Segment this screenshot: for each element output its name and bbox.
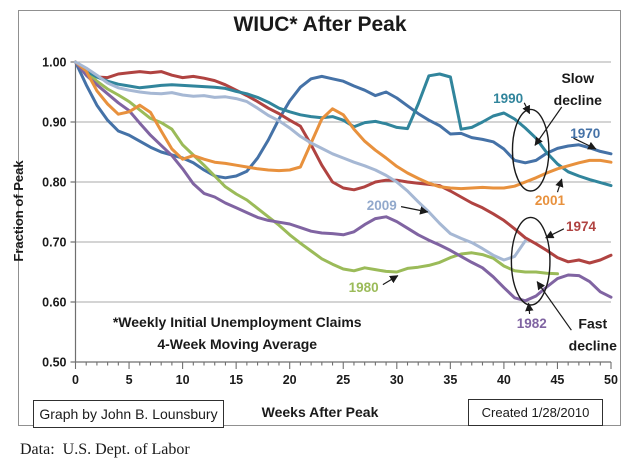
annotation-line: 1970 xyxy=(570,126,600,141)
x-tick-label: 35 xyxy=(443,373,457,387)
x-tick-label: 30 xyxy=(390,373,404,387)
annotation-line: 1982 xyxy=(517,316,547,331)
annotation-line: Slow xyxy=(561,70,594,86)
chart-frame xyxy=(18,10,621,426)
x-tick-label: 40 xyxy=(497,373,511,387)
x-tick-label: 0 xyxy=(72,373,79,387)
annotation-line: 1974 xyxy=(566,219,597,234)
annotation-label-1990: 1990 xyxy=(493,91,523,106)
series-line-1970 xyxy=(74,60,613,180)
annotation-arrow-label-2009 xyxy=(400,206,429,215)
annotation-arrow-label-1970 xyxy=(573,137,597,150)
annotation-label-slow-decline: Slow decline xyxy=(554,70,602,108)
annotation-arrow-label-1974 xyxy=(545,228,565,239)
x-tick-label: 50 xyxy=(604,373,618,387)
annotation-label-2001: 2001 xyxy=(535,193,566,208)
x-tick-label: 5 xyxy=(126,373,133,387)
x-tick-label: 20 xyxy=(283,373,297,387)
x-tick-label: 10 xyxy=(176,373,190,387)
series-line-2009 xyxy=(74,60,527,262)
annotation-line: decline xyxy=(569,337,617,353)
annotation-arrow-label-1982 xyxy=(525,302,534,315)
annotation-label-2009: 2009 xyxy=(367,198,397,213)
y-tick-label: 0.60 xyxy=(42,296,66,310)
annotation-line: 1980 xyxy=(349,280,379,295)
annotation-line: 2009 xyxy=(367,198,397,213)
annotation-line: Fast xyxy=(578,315,607,331)
annotation-label-1970: 1970 xyxy=(570,126,600,141)
annotation-line: 4-Week Moving Average xyxy=(157,336,317,352)
annotation-line: *Weekly Initial Unemployment Claims xyxy=(113,314,362,330)
annotation-line: decline xyxy=(554,92,602,108)
series-line-1990 xyxy=(74,60,613,188)
series-line-1974 xyxy=(74,60,613,265)
x-tick-label: 25 xyxy=(336,373,350,387)
x-axis-title: Weeks After Peak xyxy=(261,404,379,420)
annotation-footnote: *Weekly Initial Unemployment Claims 4-Wee… xyxy=(113,314,362,352)
graph-credit-box: Graph by John B. Lounsbury xyxy=(33,400,224,428)
x-tick-label: 15 xyxy=(229,373,243,387)
annotation-arrow-label-fast-decline xyxy=(536,281,572,331)
annotation-label-1980: 1980 xyxy=(349,280,379,295)
annotation-arrow-label-2001 xyxy=(555,178,564,193)
annotation-label-1974: 1974 xyxy=(566,219,597,234)
y-tick-label: 1.00 xyxy=(42,56,66,70)
created-date-box: Created 1/28/2010 xyxy=(468,399,603,426)
annotation-label-fast-decline: Fast decline xyxy=(569,315,617,353)
annotation-arrow-label-slow-decline xyxy=(534,106,563,146)
annotation-arrow-label-1990 xyxy=(522,102,531,115)
slow-decline-ellipse xyxy=(511,108,550,192)
annotation-line: 2001 xyxy=(535,193,566,208)
data-source-note: Data: U.S. Dept. of Labor xyxy=(20,441,190,458)
annotation-label-1982: 1982 xyxy=(517,316,547,331)
chart-title: WIUC* After Peak xyxy=(233,13,407,36)
y-tick-label: 0.70 xyxy=(42,236,66,250)
x-tick-label: 45 xyxy=(550,373,564,387)
annotation-line: 1990 xyxy=(493,91,523,106)
y-tick-label: 0.80 xyxy=(42,176,66,190)
annotation-arrow-label-1980 xyxy=(382,275,399,286)
y-tick-label: 0.90 xyxy=(42,116,66,130)
y-tick-label: 0.50 xyxy=(42,356,66,370)
series-line-2001 xyxy=(74,60,613,191)
